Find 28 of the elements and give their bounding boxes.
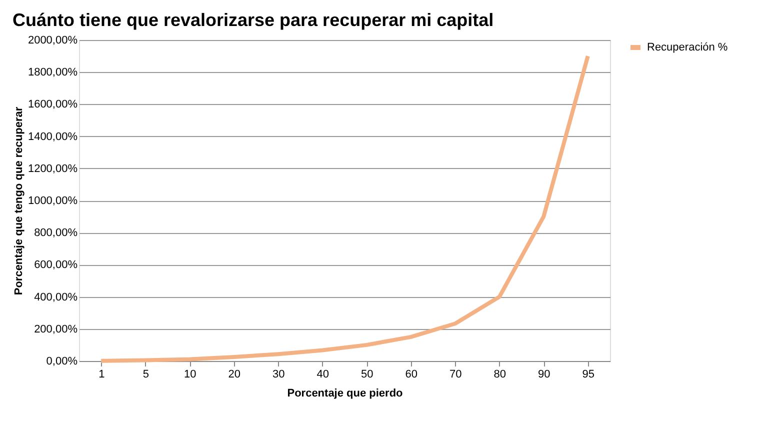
x-tick-label: 50 <box>361 368 374 380</box>
y-tick-label: 1400,00% <box>28 130 78 143</box>
y-axis-title: Porcentaje que tengo que recuperar <box>12 106 25 296</box>
y-tick-label: 1000,00% <box>28 195 78 207</box>
chart-title: Cuánto tiene que revalorizarse para recuperar mi capital <box>12 10 494 30</box>
y-tick-label: 1800,00% <box>28 66 78 79</box>
x-tick-label: 40 <box>316 368 329 380</box>
x-tick-label: 80 <box>494 368 506 380</box>
y-tick-label: 200,00% <box>34 323 78 336</box>
x-tick-label: 70 <box>450 368 462 380</box>
y-tick-label: 1200,00% <box>28 162 78 175</box>
y-tick-label: 800,00% <box>34 227 78 240</box>
y-tick-label: 0,00% <box>46 356 78 368</box>
x-tick-label: 30 <box>272 368 285 380</box>
x-tick-label: 20 <box>228 368 240 380</box>
x-tick-label: 5 <box>142 368 149 380</box>
x-tick-label: 95 <box>582 368 594 380</box>
x-tick-label: 1 <box>98 368 105 380</box>
legend-label: Recuperación % <box>647 42 728 54</box>
y-tick-label: 1600,00% <box>28 98 78 111</box>
y-tick-label: 2000,00% <box>28 34 78 46</box>
line-series <box>99 54 590 363</box>
x-tick-label: 10 <box>184 368 196 380</box>
y-tick-label: 400,00% <box>34 291 78 304</box>
x-tick-label: 60 <box>405 368 418 380</box>
x-axis-title: Porcentaje que pierdo <box>287 388 404 400</box>
x-tick-label: 90 <box>538 368 550 380</box>
y-tick-label: 600,00% <box>34 259 78 272</box>
